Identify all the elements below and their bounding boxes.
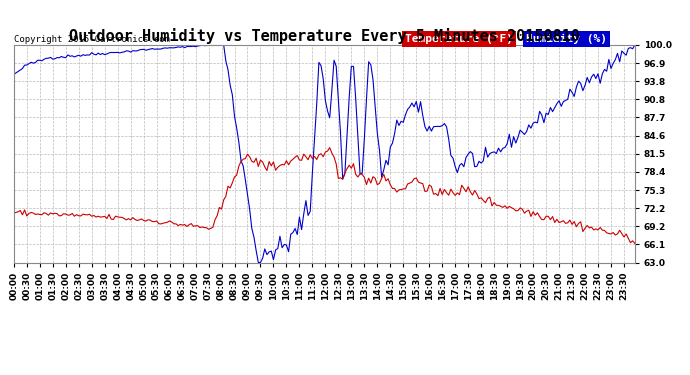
Text: Copyright 2015 Cartronics.com: Copyright 2015 Cartronics.com	[14, 35, 170, 44]
Text: Humidity (%): Humidity (%)	[526, 34, 607, 44]
Text: Temperature (°F): Temperature (°F)	[405, 34, 513, 44]
Title: Outdoor Humidity vs Temperature Every 5 Minutes 20150810: Outdoor Humidity vs Temperature Every 5 …	[69, 28, 580, 44]
